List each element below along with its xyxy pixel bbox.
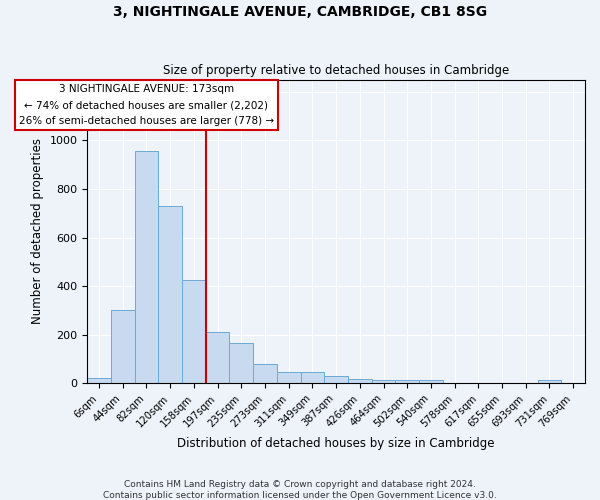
- Bar: [158, 206, 182, 384]
- Bar: [111, 310, 134, 384]
- X-axis label: Distribution of detached houses by size in Cambridge: Distribution of detached houses by size …: [178, 437, 495, 450]
- Bar: [395, 380, 419, 384]
- Bar: [324, 376, 348, 384]
- Bar: [87, 378, 111, 384]
- Bar: [253, 364, 277, 384]
- Bar: [206, 332, 229, 384]
- Bar: [229, 343, 253, 384]
- Bar: [371, 380, 395, 384]
- Bar: [134, 151, 158, 384]
- Bar: [538, 380, 561, 384]
- Bar: [419, 380, 443, 384]
- Bar: [348, 379, 371, 384]
- Bar: [301, 372, 324, 384]
- Bar: [182, 280, 206, 384]
- Y-axis label: Number of detached properties: Number of detached properties: [31, 138, 44, 324]
- Bar: [277, 372, 301, 384]
- Text: Contains HM Land Registry data © Crown copyright and database right 2024.
Contai: Contains HM Land Registry data © Crown c…: [103, 480, 497, 500]
- Text: 3, NIGHTINGALE AVENUE, CAMBRIDGE, CB1 8SG: 3, NIGHTINGALE AVENUE, CAMBRIDGE, CB1 8S…: [113, 5, 487, 19]
- Title: Size of property relative to detached houses in Cambridge: Size of property relative to detached ho…: [163, 64, 509, 77]
- Text: 3 NIGHTINGALE AVENUE: 173sqm
← 74% of detached houses are smaller (2,202)
26% of: 3 NIGHTINGALE AVENUE: 173sqm ← 74% of de…: [19, 84, 274, 126]
